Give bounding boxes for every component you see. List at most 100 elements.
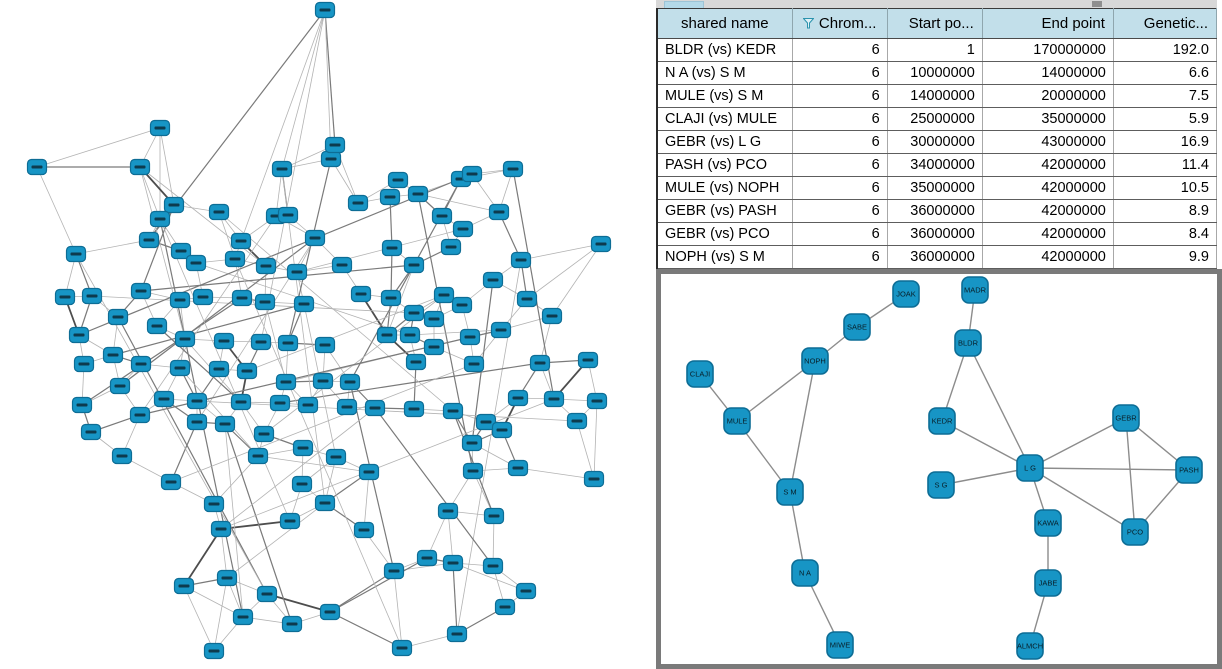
table-cell[interactable]: 35000000 (982, 107, 1114, 131)
network-node[interactable] (336, 398, 358, 416)
column-header-1[interactable]: Chrom... (792, 8, 888, 39)
network-node[interactable] (174, 330, 196, 348)
table-cell[interactable]: BLDR (vs) KEDR (657, 38, 793, 62)
network-node[interactable] (224, 250, 246, 268)
network-node[interactable] (153, 390, 175, 408)
network-node[interactable] (275, 373, 297, 391)
network-node[interactable] (442, 402, 464, 420)
network-node[interactable] (452, 220, 474, 238)
network-node[interactable] (319, 603, 341, 621)
network-node[interactable] (281, 615, 303, 633)
network-node[interactable] (169, 291, 191, 309)
network-node[interactable] (325, 448, 347, 466)
network-node[interactable] (253, 425, 275, 443)
table-row[interactable]: CLAJI (vs) MULE 6 25000000 35000000 5.9 (657, 107, 1218, 131)
network-node[interactable]: KEDR (928, 407, 956, 435)
network-node[interactable] (358, 463, 380, 481)
network-node[interactable] (376, 326, 398, 344)
network-edge[interactable] (967, 342, 1031, 469)
network-node[interactable] (192, 288, 214, 306)
network-node[interactable] (510, 251, 532, 269)
network-node[interactable] (236, 362, 258, 380)
network-node[interactable]: S M (776, 478, 804, 506)
network-node[interactable] (71, 396, 93, 414)
network-edge[interactable] (736, 360, 816, 422)
table-cell[interactable]: 42000000 (982, 222, 1114, 246)
table-cell[interactable]: CLAJI (vs) MULE (657, 107, 793, 131)
table-cell[interactable]: 10.5 (1113, 176, 1218, 200)
table-cell[interactable]: 42000000 (982, 245, 1114, 269)
network-node[interactable] (216, 569, 238, 587)
network-node[interactable] (437, 502, 459, 520)
network-node[interactable] (482, 557, 504, 575)
network-node[interactable]: JABE (1034, 569, 1062, 597)
table-cell[interactable]: 6 (792, 245, 888, 269)
network-node[interactable] (208, 203, 230, 221)
network-node[interactable]: MADR (961, 276, 989, 304)
table-cell[interactable]: 35000000 (887, 176, 983, 200)
table-row[interactable]: NOPH (vs) S M 6 36000000 42000000 9.9 (657, 245, 1218, 269)
table-scrollbar-strip[interactable] (656, 0, 1217, 9)
network-node[interactable] (502, 160, 524, 178)
network-node[interactable] (231, 289, 253, 307)
network-node[interactable] (214, 415, 236, 433)
table-cell[interactable]: 8.9 (1113, 199, 1218, 223)
network-node[interactable] (297, 396, 319, 414)
table-cell[interactable]: 170000000 (982, 38, 1114, 62)
network-node[interactable]: CLAJI (686, 360, 714, 388)
table-cell[interactable]: GEBR (vs) L G (657, 130, 793, 154)
table-cell[interactable]: 6 (792, 107, 888, 131)
column-header-4[interactable]: Genetic... (1113, 8, 1218, 39)
network-node[interactable]: KAWA (1034, 509, 1062, 537)
table-cell[interactable]: 14000000 (887, 84, 983, 108)
network-node[interactable] (364, 399, 386, 417)
network-node[interactable] (230, 393, 252, 411)
table-cell[interactable]: 6 (792, 84, 888, 108)
network-node[interactable] (203, 642, 225, 660)
table-cell[interactable]: 30000000 (887, 130, 983, 154)
network-node[interactable] (577, 351, 599, 369)
table-row[interactable]: PASH (vs) PCO 6 34000000 42000000 11.4 (657, 153, 1218, 177)
network-node[interactable] (163, 196, 185, 214)
table-cell[interactable]: 1 (887, 38, 983, 62)
network-node[interactable] (586, 392, 608, 410)
network-node[interactable] (269, 394, 291, 412)
network-node[interactable] (312, 372, 334, 390)
network-node[interactable]: SABE (843, 313, 871, 341)
network-node[interactable] (286, 263, 308, 281)
network-node[interactable] (423, 310, 445, 328)
network-node[interactable]: GEBR (1112, 404, 1140, 432)
table-cell[interactable]: N A (vs) S M (657, 61, 793, 85)
network-node[interactable] (320, 150, 342, 168)
network-node[interactable] (210, 520, 232, 538)
network-node[interactable] (169, 359, 191, 377)
network-node[interactable] (254, 293, 276, 311)
network-node[interactable] (230, 232, 252, 250)
table-tab[interactable] (664, 1, 704, 9)
table-cell[interactable]: NOPH (vs) S M (657, 245, 793, 269)
network-node[interactable] (73, 355, 95, 373)
network-node[interactable] (347, 194, 369, 212)
network-node[interactable] (387, 171, 409, 189)
network-edge[interactable] (1029, 467, 1136, 533)
network-node[interactable] (516, 290, 538, 308)
network-node[interactable] (403, 400, 425, 418)
table-row[interactable]: MULE (vs) S M 6 14000000 20000000 7.5 (657, 84, 1218, 108)
network-node[interactable] (256, 585, 278, 603)
table-cell[interactable]: 6.6 (1113, 61, 1218, 85)
network-node[interactable] (185, 254, 207, 272)
network-node[interactable] (324, 136, 346, 154)
network-node[interactable] (65, 245, 87, 263)
table-cell[interactable]: 20000000 (982, 84, 1114, 108)
network-node[interactable] (149, 119, 171, 137)
network-node[interactable] (208, 360, 230, 378)
network-node[interactable] (292, 439, 314, 457)
table-cell[interactable]: 36000000 (887, 245, 983, 269)
network-node[interactable] (451, 296, 473, 314)
network-node[interactable] (423, 338, 445, 356)
network-node[interactable]: NOPH (801, 347, 829, 375)
network-node[interactable] (331, 256, 353, 274)
network-node[interactable] (277, 206, 299, 224)
network-node[interactable] (109, 377, 131, 395)
network-node[interactable] (461, 165, 483, 183)
